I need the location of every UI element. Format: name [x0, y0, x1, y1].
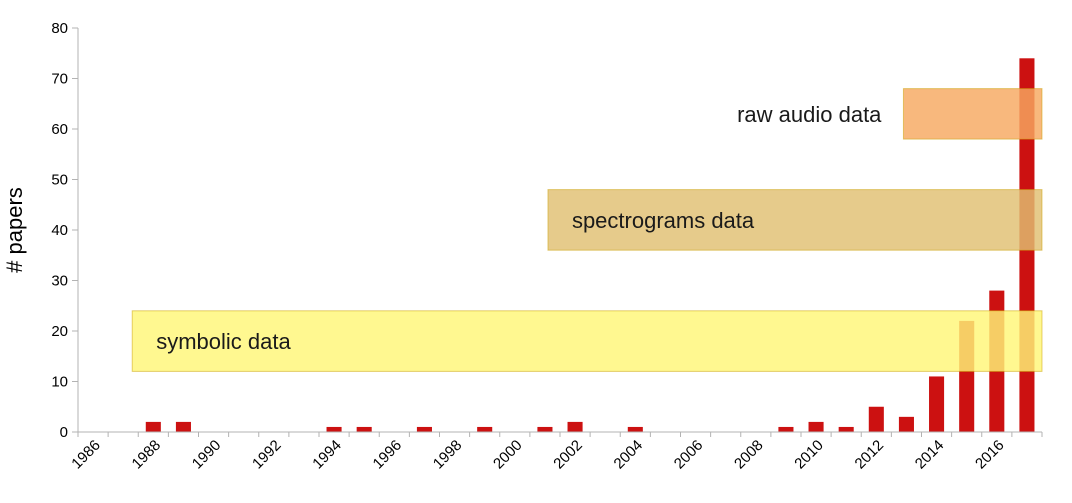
bar-2004: [627, 426, 643, 432]
annotation-layer: symbolic data spectrograms data raw audio …: [131, 88, 1043, 372]
bar-1988: [145, 421, 161, 432]
x-tick-label-1992: 1992: [249, 437, 285, 473]
y-axis-title: # papers: [2, 187, 27, 273]
x-tick-label-1996: 1996: [370, 437, 406, 473]
annotation-band-3: [902, 88, 1043, 140]
x-tick-label-2004: 2004: [611, 437, 647, 473]
bar-2013: [898, 416, 914, 432]
annotation-band-2: [547, 189, 1043, 251]
y-tick-label-10: 10: [51, 374, 68, 391]
y-tick-label-40: 40: [51, 222, 68, 239]
annotation-band-1: [131, 310, 1043, 372]
x-tick-label-1998: 1998: [430, 437, 466, 473]
bar-1989: [175, 421, 191, 432]
y-tick-label-0: 0: [60, 424, 68, 441]
bar-1994: [326, 426, 342, 432]
bar-2014: [929, 376, 945, 432]
x-tick-label-2008: 2008: [731, 437, 767, 473]
annotation-label-2: spectrograms data: [572, 208, 755, 233]
bar-2002: [567, 421, 583, 432]
bar-1995: [356, 426, 372, 432]
bar-2012: [868, 406, 884, 432]
y-tick-label-20: 20: [51, 323, 68, 340]
x-tick-label-1988: 1988: [129, 437, 165, 473]
x-tick-label-1986: 1986: [68, 437, 104, 473]
x-tick-label-1990: 1990: [189, 437, 225, 473]
x-tick-label-2006: 2006: [671, 437, 707, 473]
y-tick-label-50: 50: [51, 172, 68, 189]
y-tick-label-80: 80: [51, 20, 68, 37]
y-tick-label-30: 30: [51, 273, 68, 290]
y-tick-label-70: 70: [51, 71, 68, 88]
x-tick-label-2010: 2010: [791, 437, 827, 473]
bar-2011: [838, 426, 854, 432]
y-tick-label-60: 60: [51, 121, 68, 138]
x-tick-label-2016: 2016: [972, 437, 1008, 473]
x-tick-label-2002: 2002: [550, 437, 586, 473]
bar-2010: [808, 421, 824, 432]
bar-2001: [537, 426, 553, 432]
bar-2009: [778, 426, 794, 432]
bar-1999: [477, 426, 493, 432]
annotation-label-1: symbolic data: [156, 329, 291, 354]
x-tick-label-2014: 2014: [912, 437, 948, 473]
x-tick-label-1994: 1994: [309, 437, 345, 473]
x-tick-label-2000: 2000: [490, 437, 526, 473]
bar-1997: [416, 426, 432, 432]
annotation-label-3: raw audio data: [737, 102, 882, 127]
x-tick-label-2012: 2012: [852, 437, 888, 473]
